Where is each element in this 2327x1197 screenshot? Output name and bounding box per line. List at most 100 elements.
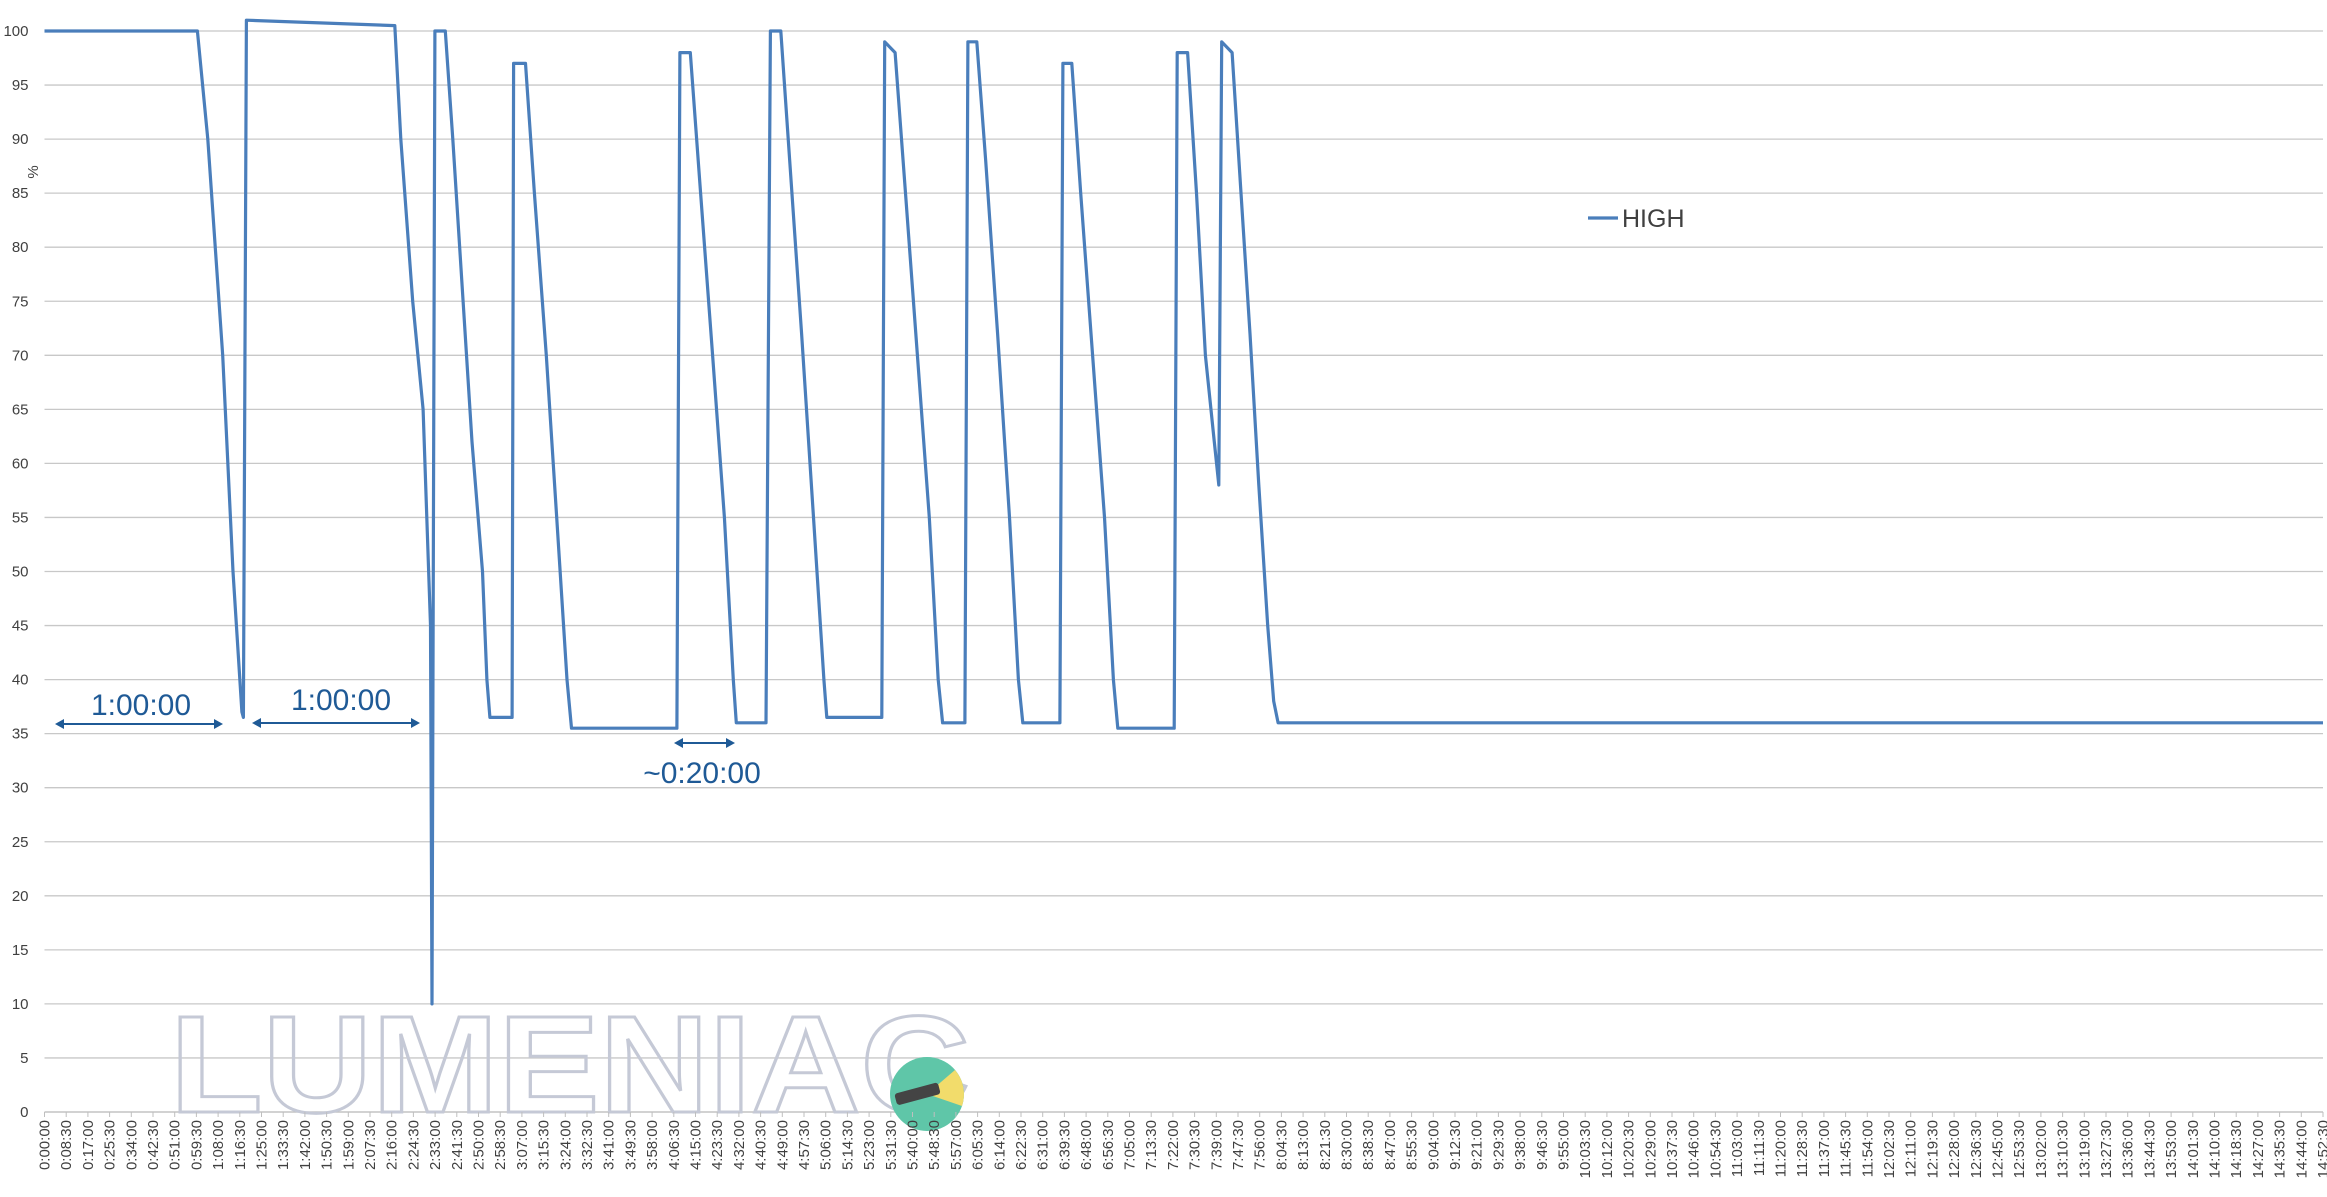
y-tick-label: 40 [12,672,29,689]
x-tick-label: 12:28:00 [1946,1120,1963,1178]
x-tick-label: 3:32:30 [579,1120,596,1170]
x-tick-label: 14:44:00 [2293,1120,2310,1178]
x-tick-label: 13:53:00 [2163,1120,2180,1178]
y-axis-label: % [25,165,42,178]
x-tick-label: 4:15:00 [688,1120,705,1170]
logo-icon [894,1082,941,1105]
x-tick-label: 10:20:30 [1621,1120,1638,1178]
y-tick-label: 15 [12,942,29,959]
watermark-text: LUMENIAC [170,988,970,1142]
x-tick-label: 4:49:00 [774,1120,791,1170]
x-tick-label: 12:02:30 [1881,1120,1898,1178]
x-tick-label: 11:37:00 [1816,1120,1833,1177]
x-tick-label: 10:54:30 [1707,1120,1724,1178]
y-tick-label: 25 [12,834,29,851]
x-tick-label: 1:59:00 [340,1120,357,1170]
y-tick-label: 50 [12,564,29,581]
x-tick-label: 3:15:30 [536,1120,553,1170]
x-tick-label: 1:08:00 [210,1120,227,1170]
x-tick-label: 0:42:30 [145,1120,162,1170]
y-tick-label: 70 [12,347,29,364]
x-tick-label: 11:45:30 [1838,1120,1855,1177]
x-tick-label: 12:11:00 [1903,1120,1920,1177]
x-tick-label: 11:28:30 [1794,1120,1811,1177]
x-tick-label: 10:12:00 [1599,1120,1616,1178]
y-tick-label: 20 [12,888,29,905]
x-tick-label: 8:21:30 [1317,1120,1334,1170]
x-tick-label: 13:19:00 [2076,1120,2093,1178]
x-tick-label: 12:19:30 [1924,1120,1941,1178]
x-tick-label: 2:41:30 [449,1120,466,1170]
x-tick-label: 9:55:00 [1556,1120,1573,1170]
x-tick-label: 13:02:00 [2033,1120,2050,1178]
x-tick-label: 3:41:00 [601,1120,618,1170]
watermark: LUMENIAC [169,987,972,1144]
x-tick-label: 11:54:00 [1859,1120,1876,1177]
x-tick-label: 14:01:30 [2185,1120,2202,1178]
x-tick-label: 7:47:30 [1230,1120,1247,1170]
x-tick-label: 5:14:30 [839,1120,856,1170]
x-tick-label: 2:16:00 [384,1120,401,1170]
x-tick-label: 8:55:30 [1404,1120,1421,1170]
x-tick-label: 14:52:30 [2315,1120,2327,1178]
y-tick-label: 5 [20,1050,28,1067]
x-tick-label: 10:37:30 [1664,1120,1681,1178]
x-tick-label: 6:48:00 [1078,1120,1095,1170]
x-tick-label: 3:07:00 [514,1120,531,1170]
x-tick-label: 12:36:30 [1968,1120,1985,1178]
x-tick-label: 9:21:00 [1469,1120,1486,1170]
x-tick-label: 4:23:30 [709,1120,726,1170]
x-tick-label: 0:00:00 [37,1120,54,1170]
x-tick-label: 8:04:30 [1273,1120,1290,1170]
y-tick-label: 60 [12,455,29,472]
x-tick-label: 8:38:30 [1360,1120,1377,1170]
x-tick-label: 3:58:00 [644,1120,661,1170]
y-tick-label: 90 [12,131,29,148]
x-tick-label: 7:30:30 [1187,1120,1204,1170]
x-tick-label: 6:14:00 [991,1120,1008,1170]
x-tick-label: 9:46:30 [1534,1120,1551,1170]
x-tick-label: 1:42:00 [297,1120,314,1170]
x-tick-label: 3:24:00 [557,1120,574,1170]
x-tick-label: 4:06:30 [666,1120,683,1170]
annotation: 1:00:00 [291,684,391,717]
x-tick-label: 1:25:00 [254,1120,271,1170]
x-tick-label: 0:51:00 [167,1120,184,1170]
annotation: 1:00:00 [91,689,191,722]
y-tick-label: 10 [12,996,29,1013]
x-tick-label: 1:16:30 [232,1120,249,1170]
x-tick-label: 2:50:00 [471,1120,488,1170]
x-tick-label: 6:22:30 [1013,1120,1030,1170]
x-tick-label: 6:05:30 [970,1120,987,1170]
x-tick-label: 6:56:30 [1100,1120,1117,1170]
logo-segment [927,1070,964,1106]
y-tick-label: 0 [20,1104,28,1121]
x-tick-label: 4:57:30 [796,1120,813,1170]
x-tick-label: 8:47:00 [1382,1120,1399,1170]
annotations [55,718,735,748]
x-tick-label: 9:38:00 [1512,1120,1529,1170]
x-tick-label: 14:35:30 [2272,1120,2289,1178]
x-tick-label: 7:22:00 [1165,1120,1182,1170]
y-tick-label: 80 [12,239,29,256]
x-tick-label: 14:18:30 [2228,1120,2245,1178]
x-tick-label: 8:30:00 [1339,1120,1356,1170]
y-tick-label: 100 [3,23,28,40]
x-tick-label: 5:23:00 [861,1120,878,1170]
y-tick-label: 85 [12,185,29,202]
x-tick-label: 2:24:30 [405,1120,422,1170]
x-tick-label: 2:58:30 [492,1120,509,1170]
x-tick-label: 7:05:00 [1122,1120,1139,1170]
x-tick-label: 0:25:30 [102,1120,119,1170]
x-tick-label: 9:29:30 [1490,1120,1507,1170]
y-tick-label: 45 [12,618,29,635]
x-tick-label: 1:50:30 [319,1120,336,1170]
x-tick-label: 13:27:30 [2098,1120,2115,1178]
x-tick-label: 14:10:00 [2207,1120,2224,1178]
x-tick-label: 0:08:30 [58,1120,75,1170]
x-tick-label: 3:49:30 [622,1120,639,1170]
y-tick-label: 75 [12,293,29,310]
x-tick-label: 0:34:00 [123,1120,140,1170]
x-tick-label: 6:31:00 [1035,1120,1052,1170]
x-tick-label: 13:10:30 [2055,1120,2072,1178]
